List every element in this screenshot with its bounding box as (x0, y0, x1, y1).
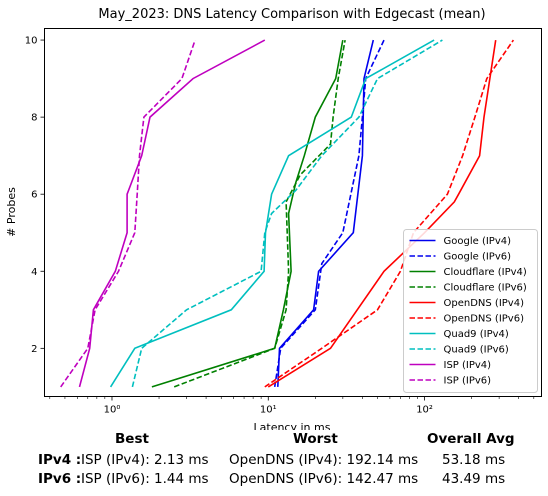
x-tick-label: 10¹ (260, 405, 277, 416)
legend-entry: ISP (IPv4) (444, 360, 492, 371)
legend-entry: Google (IPv4) (444, 236, 512, 247)
ipv6-avg: 43.49 ms (442, 471, 505, 487)
ipv6-row-label: IPv6 : (38, 471, 81, 487)
x-tick-label: 10⁰ (104, 405, 121, 416)
latency-chart: May_2023: DNS Latency Comparison with Ed… (0, 0, 548, 430)
legend-entry: OpenDNS (IPv6) (444, 314, 525, 325)
y-tick-label: 6 (31, 190, 37, 201)
chart-title: May_2023: DNS Latency Comparison with Ed… (98, 7, 485, 22)
legend-entry: ISP (IPv6) (444, 376, 492, 387)
worst-header: Worst (293, 431, 338, 447)
legend: Google (IPv4) Google (IPv6) Cloudflare (IP… (404, 230, 538, 393)
best-header: Best (115, 431, 149, 447)
legend-entry: Quad9 (IPv4) (444, 329, 509, 340)
series-line-8 (80, 40, 265, 387)
y-tick-label: 10 (25, 36, 38, 47)
legend-entry: Google (IPv6) (444, 252, 512, 263)
x-tick-label: 10² (416, 405, 433, 416)
series-line-9 (61, 40, 195, 387)
ipv4-worst: OpenDNS (IPv4): 192.14 ms (229, 452, 418, 468)
y-axis: 2 4 6 8 10 (25, 36, 45, 355)
ipv6-best: ISP (IPv6): 1.44 ms (81, 471, 209, 487)
series-line-3 (174, 40, 345, 387)
legend-entry: Cloudflare (IPv4) (444, 267, 527, 278)
ipv4-avg: 53.18 ms (442, 452, 505, 468)
ipv4-best: ISP (IPv4): 2.13 ms (81, 452, 209, 468)
ipv4-row-label: IPv4 : (38, 452, 81, 468)
summary-stats: Best Worst Overall Avg IPv4 : ISP (IPv4)… (0, 430, 548, 496)
series-line-2 (152, 40, 343, 387)
x-axis-label: Latency in ms (254, 421, 331, 430)
ipv6-worst: OpenDNS (IPv6): 142.47 ms (229, 471, 418, 487)
y-axis-label: # Probes (5, 187, 18, 237)
avg-header: Overall Avg (427, 431, 515, 447)
y-tick-label: 8 (31, 113, 37, 124)
legend-entry: Cloudflare (IPv6) (444, 283, 527, 294)
legend-entry: Quad9 (IPv6) (444, 345, 509, 356)
y-tick-label: 4 (31, 267, 37, 278)
y-tick-label: 2 (31, 344, 37, 355)
legend-entry: OpenDNS (IPv4) (444, 298, 525, 309)
x-axis: 10⁰ 10¹ 10² (50, 397, 534, 416)
